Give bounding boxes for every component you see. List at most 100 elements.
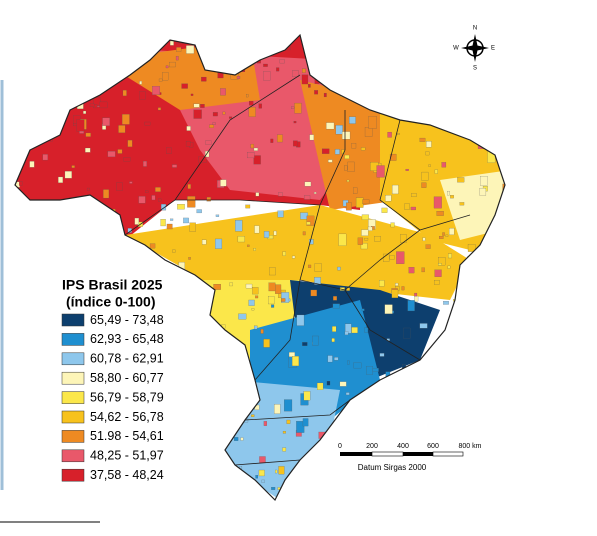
municipality (335, 125, 343, 135)
municipality (107, 151, 116, 157)
municipality (35, 457, 44, 464)
municipality (238, 313, 247, 320)
municipality (301, 74, 309, 85)
legend-label: 58,80 - 60,77 (90, 371, 164, 385)
municipality (361, 41, 366, 44)
municipality (414, 292, 418, 297)
municipality (58, 176, 63, 183)
scale-segment (403, 452, 433, 456)
municipality (130, 347, 134, 351)
municipality (425, 71, 433, 78)
municipality (425, 151, 430, 156)
municipality (99, 101, 108, 109)
municipality (201, 239, 207, 245)
municipality (241, 44, 249, 56)
municipality (164, 381, 168, 384)
municipality (361, 214, 369, 220)
municipality (466, 275, 470, 279)
municipality (407, 300, 415, 312)
municipality (245, 399, 250, 406)
municipality (165, 65, 169, 69)
municipality (438, 263, 442, 266)
municipality (466, 365, 476, 375)
municipality (376, 165, 385, 178)
municipality (122, 90, 127, 96)
municipality (330, 471, 333, 475)
municipality (489, 465, 497, 476)
municipality (188, 340, 195, 349)
municipality (387, 131, 392, 138)
municipality (419, 58, 424, 62)
municipality (358, 399, 363, 405)
municipality (441, 162, 447, 168)
municipality (139, 258, 148, 265)
municipality (83, 110, 87, 114)
municipality (397, 485, 404, 493)
municipality (381, 207, 388, 213)
municipality (143, 161, 147, 167)
municipality (24, 497, 27, 500)
municipality (57, 208, 63, 213)
municipality (401, 286, 405, 291)
municipality (396, 251, 405, 264)
legend-label: 37,58 - 48,24 (90, 468, 164, 482)
municipality (303, 391, 311, 401)
municipality (504, 41, 505, 44)
municipality (95, 35, 102, 40)
municipality (341, 52, 349, 59)
municipality (312, 335, 319, 346)
legend-swatch (61, 313, 85, 327)
municipality (35, 92, 42, 102)
scale-segment (340, 452, 372, 456)
municipality (442, 232, 445, 236)
municipality (463, 270, 471, 277)
municipality (154, 484, 160, 491)
municipality (34, 124, 42, 130)
municipality (253, 147, 258, 151)
municipality (411, 193, 417, 197)
scale-label: 600 (427, 443, 439, 450)
legend-label: 51.98 - 54,61 (90, 429, 164, 443)
municipality (321, 148, 330, 154)
legend-label: 48,25 - 51,97 (90, 449, 164, 463)
municipality (197, 358, 203, 364)
municipality (478, 408, 484, 412)
municipality (76, 119, 85, 132)
municipality (419, 137, 426, 142)
municipality (367, 226, 373, 231)
municipality (246, 94, 249, 98)
municipality (447, 265, 451, 269)
municipality (247, 244, 250, 247)
legend-swatch (61, 430, 85, 443)
municipality (60, 97, 64, 101)
municipality (71, 262, 78, 270)
scale-bar: Datum Sirgas 2000 0 200 400 600 800 km (338, 443, 482, 472)
municipality (344, 331, 349, 335)
municipality (464, 334, 473, 341)
municipality (18, 202, 25, 209)
scale-segment (371, 451, 404, 457)
municipality (278, 466, 285, 475)
municipality (148, 481, 153, 486)
municipality (274, 404, 281, 414)
municipality (362, 482, 369, 488)
municipality (206, 383, 214, 392)
municipality (360, 243, 368, 250)
legend-label: 65,49 - 73,48 (90, 313, 164, 327)
municipality (155, 187, 161, 192)
municipality (186, 126, 191, 131)
municipality (394, 485, 401, 492)
legend-label: 62,93 - 65,48 (90, 332, 164, 346)
municipality (160, 489, 167, 494)
municipality (158, 78, 163, 82)
municipality (337, 266, 341, 271)
legend-swatch (61, 391, 85, 404)
municipality (170, 218, 174, 221)
municipality (346, 202, 352, 211)
municipality (187, 478, 195, 484)
municipality (390, 52, 399, 63)
municipality (174, 390, 179, 393)
municipality (364, 237, 369, 241)
municipality (27, 116, 34, 122)
municipality (313, 192, 317, 194)
